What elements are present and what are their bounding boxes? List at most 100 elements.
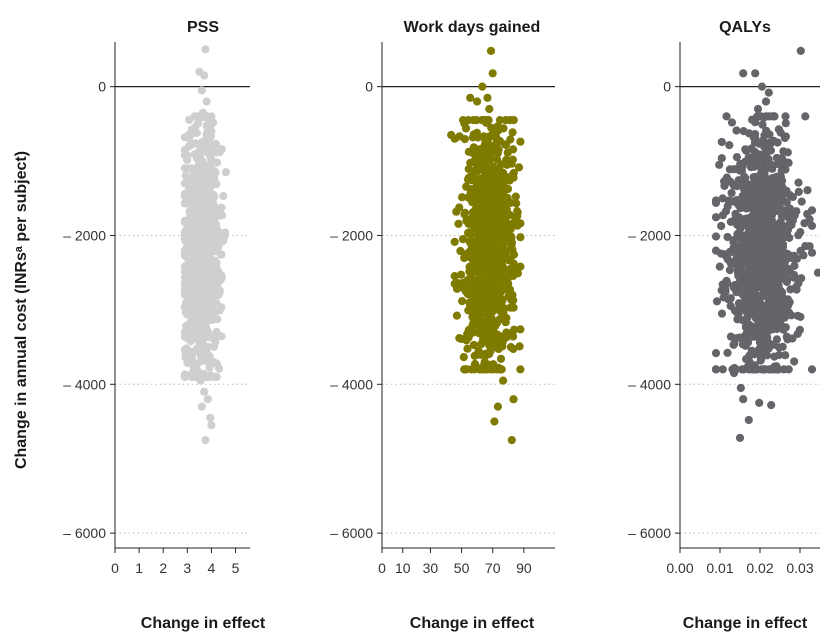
scatter-point: [751, 207, 760, 216]
scatter-point: [210, 256, 219, 265]
scatter-point: [756, 246, 765, 255]
scatter-point: [747, 286, 756, 295]
scatter-point: [765, 175, 774, 184]
scatter-point: [792, 285, 801, 294]
scatter-point: [452, 311, 461, 320]
scatter-point: [738, 191, 747, 200]
scatter-point: [180, 164, 189, 173]
x-tick-label: 1: [135, 560, 143, 576]
scatter-point: [766, 365, 775, 374]
scatter-point: [749, 261, 759, 270]
x-tick-label: 0.02: [746, 560, 773, 576]
scatter-point: [762, 208, 771, 217]
x-tick-label: 0.01: [706, 560, 733, 576]
scatter-point: [720, 177, 729, 186]
scatter-point: [192, 128, 201, 138]
scatter-point: [196, 181, 205, 191]
scatter-point: [201, 436, 210, 445]
scatter-point: [813, 268, 820, 277]
scatter-point: [755, 320, 764, 329]
scatter-point: [775, 343, 784, 352]
scatter-point: [772, 172, 781, 181]
scatter-point: [775, 350, 784, 360]
scatter-point: [513, 208, 522, 217]
scatter-point: [743, 230, 752, 239]
scatter-point: [202, 129, 211, 138]
scatter-point: [737, 285, 746, 294]
panel-2: Work days gained 0 – 2000 – 4000 – 6000 0 10 30…: [330, 19, 555, 632]
scatter-point: [499, 285, 508, 294]
scatter-point: [455, 203, 464, 212]
y-tick-label: – 2000: [330, 227, 373, 243]
x-tick-label: 0.00: [666, 560, 693, 576]
scatter-point: [794, 231, 803, 240]
scatter-point: [729, 282, 738, 291]
scatter-point: [756, 336, 765, 345]
x-tick-label: 70: [485, 560, 501, 576]
scatter-point: [483, 318, 492, 327]
scatter-point: [487, 256, 496, 265]
scatter-point: [742, 355, 751, 364]
scatter-point: [778, 243, 788, 252]
scatter-point: [196, 166, 205, 175]
scatter-point: [778, 182, 787, 192]
scatter-point: [180, 192, 189, 201]
scatter-point: [202, 146, 211, 155]
scatter-point: [506, 303, 515, 312]
scatter-point: [724, 196, 733, 205]
scatter-point: [190, 201, 199, 210]
scatter-point: [485, 104, 494, 114]
scatter-point: [221, 168, 230, 177]
y-tick-label: – 6000: [63, 525, 106, 541]
scatter-point: [486, 46, 496, 56]
panel-title: Work days gained: [404, 19, 541, 36]
scatter-points: [180, 45, 230, 445]
scatter-point: [207, 421, 216, 430]
scatter-point: [784, 158, 793, 167]
scatter-point: [212, 158, 222, 167]
scatter-point: [204, 165, 213, 174]
scatter-point: [499, 168, 508, 178]
scatter-point: [199, 173, 208, 182]
scatter-point: [474, 267, 483, 276]
scatter-point: [729, 340, 738, 349]
scatter-point: [759, 365, 768, 374]
scatter-point: [187, 347, 196, 356]
scatter-point: [499, 376, 508, 385]
scatter-point: [466, 93, 475, 102]
scatter-point: [498, 238, 507, 247]
scatter-point: [469, 317, 478, 326]
scatter-point: [205, 184, 214, 193]
scatter-point: [200, 387, 209, 396]
scatter-point: [771, 309, 780, 318]
scatter-point: [182, 310, 192, 319]
scatter-point: [488, 69, 497, 78]
scatter-point: [197, 267, 206, 276]
scatter-point: [502, 155, 511, 164]
scatter-point: [193, 366, 202, 375]
scatter-point: [187, 353, 197, 362]
scatter-point: [516, 219, 525, 228]
scatter-point: [514, 163, 524, 172]
y-tick-label: – 2000: [628, 227, 671, 243]
scatter-point: [503, 279, 512, 288]
scatter-point: [209, 357, 218, 366]
scatter-point: [496, 263, 505, 272]
scatter-point: [486, 365, 495, 374]
scatter-point: [735, 433, 745, 442]
scatter-point: [483, 93, 492, 102]
scatter-point: [454, 219, 463, 228]
x-axis-label: Change in effect: [410, 615, 535, 632]
scatter-point: [452, 284, 462, 293]
scatter-point: [746, 163, 756, 172]
scatter-point: [735, 213, 744, 222]
scatter-point: [758, 312, 767, 321]
scatter-point: [204, 330, 213, 339]
scatter-point: [739, 240, 748, 249]
scatter-point: [741, 145, 750, 154]
scatter-point: [493, 122, 502, 131]
scatter-point: [741, 259, 751, 268]
scatter-point: [753, 275, 762, 284]
